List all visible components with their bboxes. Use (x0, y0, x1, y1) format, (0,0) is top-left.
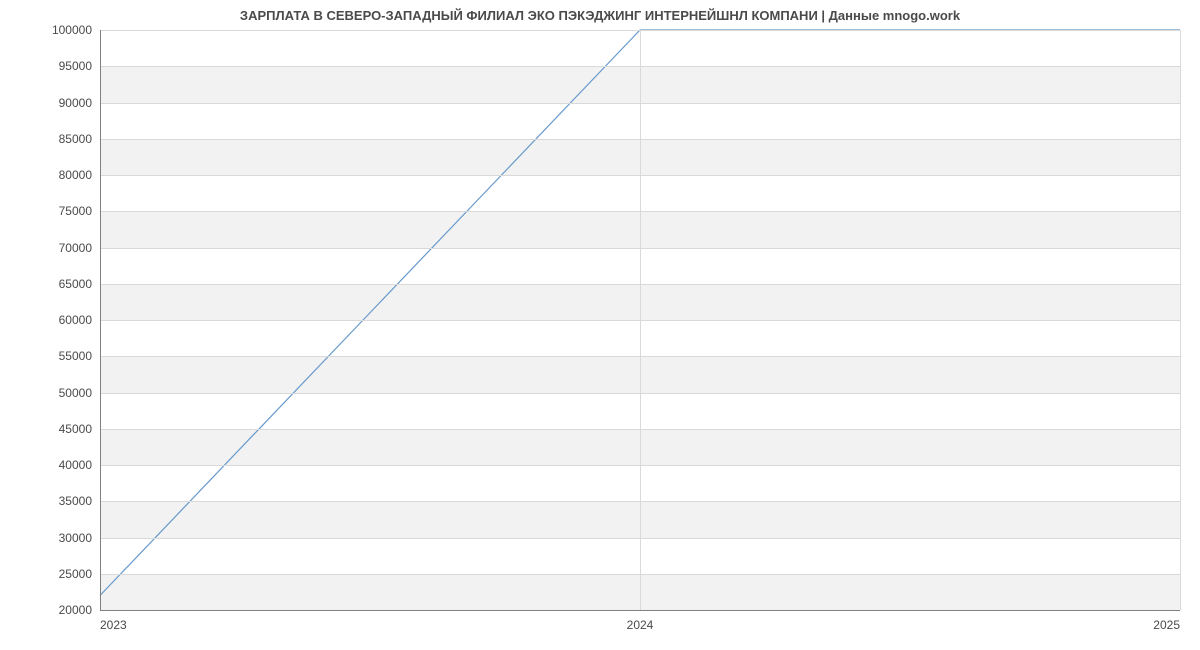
y-tick-label: 60000 (59, 313, 100, 327)
y-tick-label: 95000 (59, 59, 100, 73)
y-tick-label: 80000 (59, 168, 100, 182)
y-tick-label: 25000 (59, 567, 100, 581)
y-tick-label: 70000 (59, 241, 100, 255)
y-tick-label: 100000 (52, 23, 100, 37)
y-tick-label: 90000 (59, 96, 100, 110)
y-tick-label: 35000 (59, 494, 100, 508)
y-tick-label: 55000 (59, 349, 100, 363)
y-tick-label: 65000 (59, 277, 100, 291)
chart-title: ЗАРПЛАТА В СЕВЕРО-ЗАПАДНЫЙ ФИЛИАЛ ЭКО ПЭ… (0, 8, 1200, 23)
y-axis-line (100, 30, 101, 610)
x-gridline (1180, 30, 1181, 610)
y-tick-label: 40000 (59, 458, 100, 472)
y-tick-label: 30000 (59, 531, 100, 545)
salary-chart: ЗАРПЛАТА В СЕВЕРО-ЗАПАДНЫЙ ФИЛИАЛ ЭКО ПЭ… (0, 0, 1200, 650)
x-tick-label: 2023 (100, 610, 127, 632)
y-tick-label: 85000 (59, 132, 100, 146)
x-tick-label: 2024 (627, 610, 654, 632)
x-axis-line (100, 610, 1180, 611)
y-tick-label: 20000 (59, 603, 100, 617)
x-gridline (640, 30, 641, 610)
y-tick-label: 75000 (59, 204, 100, 218)
plot-area: 2000025000300003500040000450005000055000… (100, 30, 1180, 610)
x-tick-label: 2025 (1153, 610, 1180, 632)
y-tick-label: 45000 (59, 422, 100, 436)
y-tick-label: 50000 (59, 386, 100, 400)
